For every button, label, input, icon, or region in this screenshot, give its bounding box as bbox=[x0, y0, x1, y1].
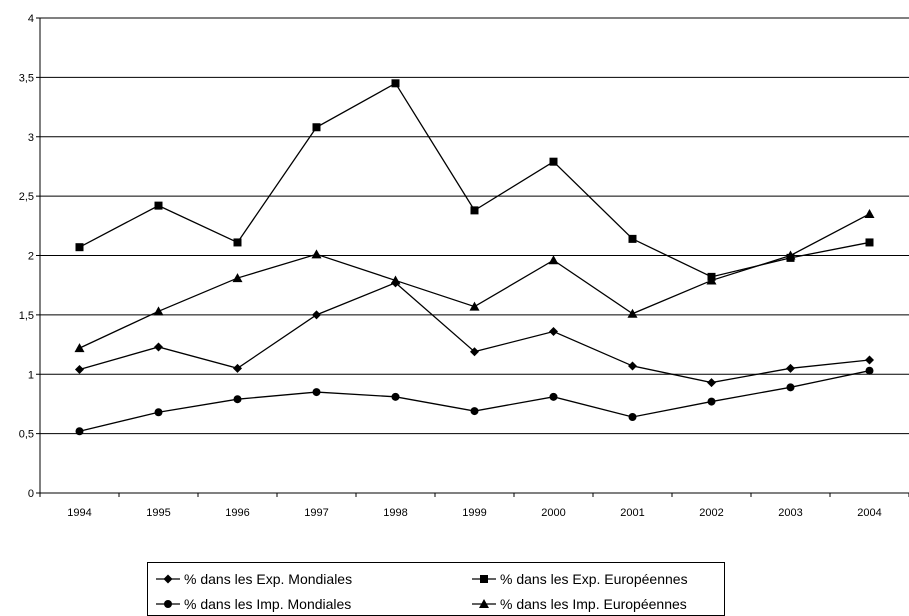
data-point bbox=[233, 395, 242, 404]
data-point bbox=[154, 342, 163, 352]
y-tick-label: 1 bbox=[28, 369, 34, 381]
legend: % dans les Exp. Mondiales % dans les Exp.… bbox=[147, 562, 725, 616]
legend-marker bbox=[164, 600, 172, 608]
series-line bbox=[79, 82, 870, 278]
data-point bbox=[549, 392, 558, 401]
legend-entry-3: % dans les Imp. Européennes bbox=[472, 596, 687, 612]
data-point bbox=[391, 79, 400, 88]
data-point bbox=[786, 363, 795, 373]
data-point bbox=[470, 347, 479, 357]
y-tick-label: 3,5 bbox=[19, 72, 34, 84]
data-point bbox=[470, 407, 479, 416]
data-point bbox=[549, 157, 558, 166]
series-2 bbox=[75, 366, 874, 436]
data-point bbox=[74, 343, 85, 353]
y-tick-label: 1,5 bbox=[19, 310, 34, 322]
legend-marker bbox=[480, 575, 488, 583]
x-tick-label: 1994 bbox=[67, 507, 91, 519]
y-tick-label: 2 bbox=[28, 251, 34, 263]
series-line bbox=[79, 370, 870, 432]
data-point bbox=[785, 250, 796, 260]
data-point bbox=[469, 301, 480, 311]
data-point bbox=[312, 388, 321, 397]
legend-marker bbox=[163, 574, 173, 584]
data-point bbox=[628, 361, 637, 371]
legend-entry-1: % dans les Exp. Européennes bbox=[472, 571, 688, 587]
data-point bbox=[232, 273, 243, 283]
data-point bbox=[154, 201, 163, 210]
x-tick-label: 1998 bbox=[383, 507, 407, 519]
series-3 bbox=[74, 208, 875, 353]
data-point bbox=[154, 408, 163, 417]
data-point bbox=[865, 366, 874, 375]
legend-label: % dans les Imp. Européennes bbox=[500, 596, 687, 612]
data-point bbox=[75, 243, 84, 252]
legend-label: % dans les Exp. Européennes bbox=[500, 571, 688, 587]
data-point bbox=[233, 238, 242, 247]
data-point bbox=[391, 392, 400, 401]
x-tick-label: 2004 bbox=[857, 507, 881, 519]
y-tick-label: 0,5 bbox=[19, 429, 34, 441]
y-tick-label: 2,5 bbox=[19, 191, 34, 203]
data-point bbox=[864, 208, 875, 218]
data-point bbox=[390, 275, 401, 285]
data-point bbox=[312, 123, 321, 132]
x-tick-label: 2003 bbox=[778, 507, 802, 519]
legend-entry-2: % dans les Imp. Mondiales bbox=[156, 596, 351, 612]
y-tick-label: 0 bbox=[28, 488, 34, 500]
x-tick-label: 2000 bbox=[541, 507, 565, 519]
y-tick-label: 3 bbox=[28, 132, 34, 144]
data-point bbox=[628, 413, 637, 421]
data-point bbox=[786, 383, 795, 392]
x-tick-label: 1997 bbox=[304, 507, 328, 519]
legend-label: % dans les Imp. Mondiales bbox=[184, 596, 351, 612]
legend-entry-0: % dans les Exp. Mondiales bbox=[156, 571, 352, 587]
data-point bbox=[233, 363, 242, 373]
y-tick-label: 4 bbox=[28, 13, 34, 25]
data-point bbox=[628, 234, 637, 243]
data-point bbox=[549, 327, 558, 336]
series-line bbox=[79, 282, 870, 384]
x-tick-label: 1995 bbox=[146, 507, 170, 519]
x-tick-label: 2002 bbox=[699, 507, 723, 519]
x-axis-ticks: 1994 1995 1996 1997 1998 1999 2000 2001 2002 2003… bbox=[39, 493, 909, 519]
legend-label: % dans les Exp. Mondiales bbox=[184, 571, 352, 587]
data-point bbox=[548, 255, 559, 265]
x-tick-label: 1999 bbox=[462, 507, 486, 519]
gridlines bbox=[40, 17, 909, 435]
data-point bbox=[707, 397, 716, 406]
series-0 bbox=[75, 278, 874, 388]
data-point bbox=[865, 355, 874, 365]
data-point bbox=[75, 365, 84, 374]
data-point bbox=[312, 310, 321, 320]
data-point bbox=[706, 275, 717, 285]
legend-marker bbox=[479, 599, 489, 608]
data-point bbox=[311, 249, 322, 259]
x-tick-label: 2001 bbox=[620, 507, 644, 519]
x-tick-label: 1996 bbox=[225, 507, 249, 519]
y-axis-ticks: 0 0,5 1 1,5 2 2,5 3 3,5 4 bbox=[19, 13, 40, 500]
data-point bbox=[153, 306, 164, 316]
legend-box bbox=[147, 562, 725, 616]
data-point bbox=[627, 308, 638, 318]
data-point bbox=[75, 427, 84, 436]
data-point bbox=[865, 238, 874, 247]
series-1 bbox=[75, 79, 874, 281]
data-point bbox=[470, 206, 479, 215]
data-point bbox=[707, 378, 716, 388]
series-group bbox=[74, 79, 875, 436]
series-line bbox=[79, 213, 870, 349]
